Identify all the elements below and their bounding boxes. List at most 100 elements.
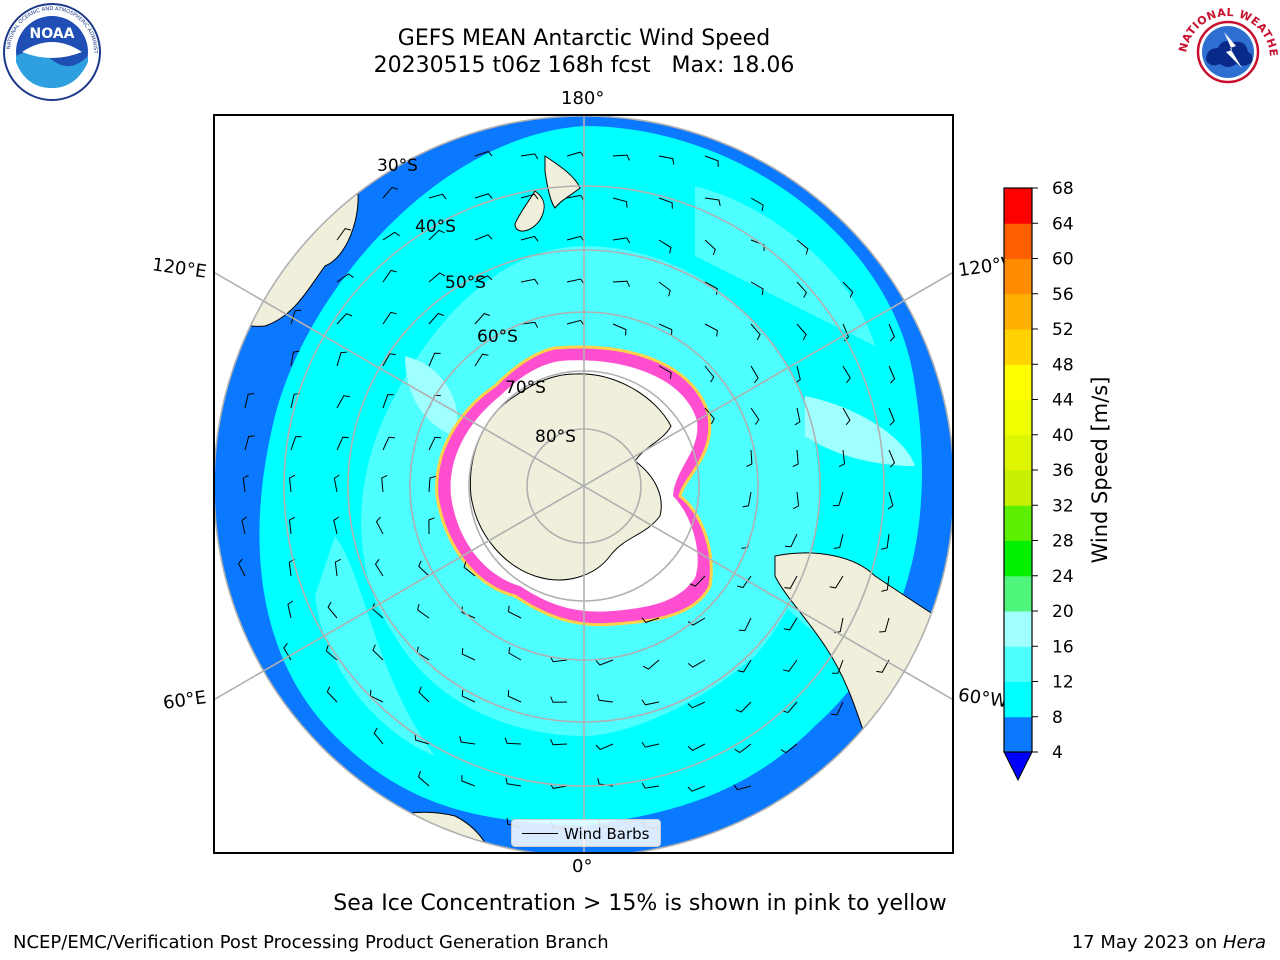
wind-barb	[333, 474, 340, 493]
wind-barb	[375, 516, 384, 535]
colorbar-segment	[1004, 223, 1032, 259]
wind-barb	[597, 694, 614, 703]
lat-label-70s: 70°S	[505, 378, 546, 398]
wind-barb	[792, 449, 799, 468]
wind-barb	[461, 690, 476, 703]
wind-barb	[687, 743, 706, 752]
wind-barb	[336, 395, 350, 409]
wind-barb	[750, 323, 761, 341]
wind-barb	[642, 659, 660, 670]
map-panel: 30°S 40°S 50°S 60°S 70°S 80°S Wind Barbs	[213, 114, 954, 854]
colorbar-tick-label: 52	[1052, 320, 1074, 340]
wind-barb	[566, 278, 585, 285]
wind-barb	[288, 474, 296, 493]
wind-barb	[428, 352, 441, 367]
wind-barb	[504, 737, 522, 745]
colorbar-tick-label: 64	[1052, 214, 1074, 234]
wind-barb	[373, 727, 384, 745]
colorbar-segment	[1004, 188, 1032, 224]
wind-barb	[550, 696, 568, 703]
wind-barb	[382, 269, 397, 283]
lon-label-180: 180°	[561, 88, 605, 109]
colorbar-tick-label: 68	[1052, 180, 1074, 199]
wind-barb	[641, 699, 660, 706]
lon-label-120e: 120°E	[150, 254, 208, 283]
lat-label-80s: 80°S	[535, 427, 576, 447]
colorbar-under-extension	[1003, 751, 1033, 782]
wind-barb-field	[237, 150, 896, 829]
wind-barb	[461, 606, 476, 619]
wind-barb	[520, 278, 539, 285]
wind-barb	[876, 659, 890, 673]
wind-barb	[520, 193, 539, 200]
colorbar-label: Wind Speed [m/s]	[1088, 377, 1112, 564]
wind-barb	[325, 645, 338, 661]
wind-barb	[566, 151, 585, 158]
wind-barb	[336, 351, 347, 367]
colorbar-segment	[1004, 646, 1032, 682]
colorbar-segment	[1004, 505, 1032, 541]
wind-barb	[887, 491, 894, 510]
wind-barb	[612, 237, 631, 244]
wind-barb	[595, 659, 614, 666]
wind-barb	[505, 777, 522, 787]
wind-barb	[374, 559, 384, 577]
wind-barb	[463, 561, 476, 577]
wind-barb	[336, 228, 352, 241]
wind-barb	[382, 186, 398, 199]
lat-label-40s: 40°S	[415, 217, 456, 237]
wind-barb	[520, 153, 539, 160]
wind-barb-legend-swatch	[522, 833, 558, 834]
wind-barb	[738, 617, 752, 632]
wind-barb	[687, 617, 706, 626]
wind-barb	[796, 323, 807, 341]
wind-barb	[704, 323, 718, 337]
wind-barb	[750, 407, 760, 425]
wind-barb	[658, 365, 672, 379]
wind-barb	[881, 533, 890, 550]
wind-barb	[418, 686, 430, 703]
wind-barb	[288, 516, 296, 535]
wind-barb	[414, 733, 430, 745]
wind-barb-legend-label: Wind Barbs	[564, 825, 650, 843]
colorbar-tick-label: 20	[1052, 602, 1074, 622]
wind-barb	[334, 558, 342, 577]
colorbar-segment	[1004, 611, 1032, 647]
wind-barb	[336, 273, 354, 283]
meridian-60e-120w	[215, 272, 952, 700]
footer-date: 17 May 2023 on Hera	[1072, 932, 1266, 953]
wind-barb	[290, 309, 302, 325]
wind-barb	[474, 150, 493, 157]
lon-label-60e: 60°E	[161, 687, 208, 714]
wind-barb	[746, 449, 753, 467]
wind-barb	[566, 319, 585, 326]
wind-barb	[734, 743, 752, 754]
wind-barb	[242, 474, 249, 493]
wind-barb	[641, 782, 660, 789]
wind-barb	[888, 323, 895, 342]
wind-barb	[508, 647, 522, 661]
colorbar-tick-label: 28	[1052, 532, 1074, 552]
wind-barb	[566, 194, 585, 201]
chart-title: GEFS MEAN Antarctic Wind Speed	[397, 26, 771, 51]
wind-barb	[244, 435, 255, 451]
wind-barb	[742, 491, 752, 508]
colorbar-tick-label: 16	[1052, 637, 1074, 657]
wind-barb	[612, 280, 630, 287]
colorbar-tick-label: 12	[1052, 673, 1074, 693]
wind-barb	[290, 436, 302, 451]
wind-barb	[704, 281, 718, 295]
colorbar-segment	[1004, 434, 1032, 471]
colorbar-tick-label: 36	[1052, 461, 1074, 481]
wind-barb	[832, 659, 844, 674]
wind-barb	[474, 234, 493, 241]
wind-barb	[750, 197, 764, 211]
colorbar-tick-label: 4	[1052, 743, 1063, 763]
colorbar-tick-label: 60	[1052, 250, 1074, 270]
colorbar-segment	[1004, 716, 1032, 753]
wind-barb	[244, 393, 255, 409]
wind-barb	[832, 491, 844, 507]
wind-barb	[658, 239, 672, 254]
wind-barb	[689, 575, 706, 587]
wind-barb	[737, 659, 752, 673]
